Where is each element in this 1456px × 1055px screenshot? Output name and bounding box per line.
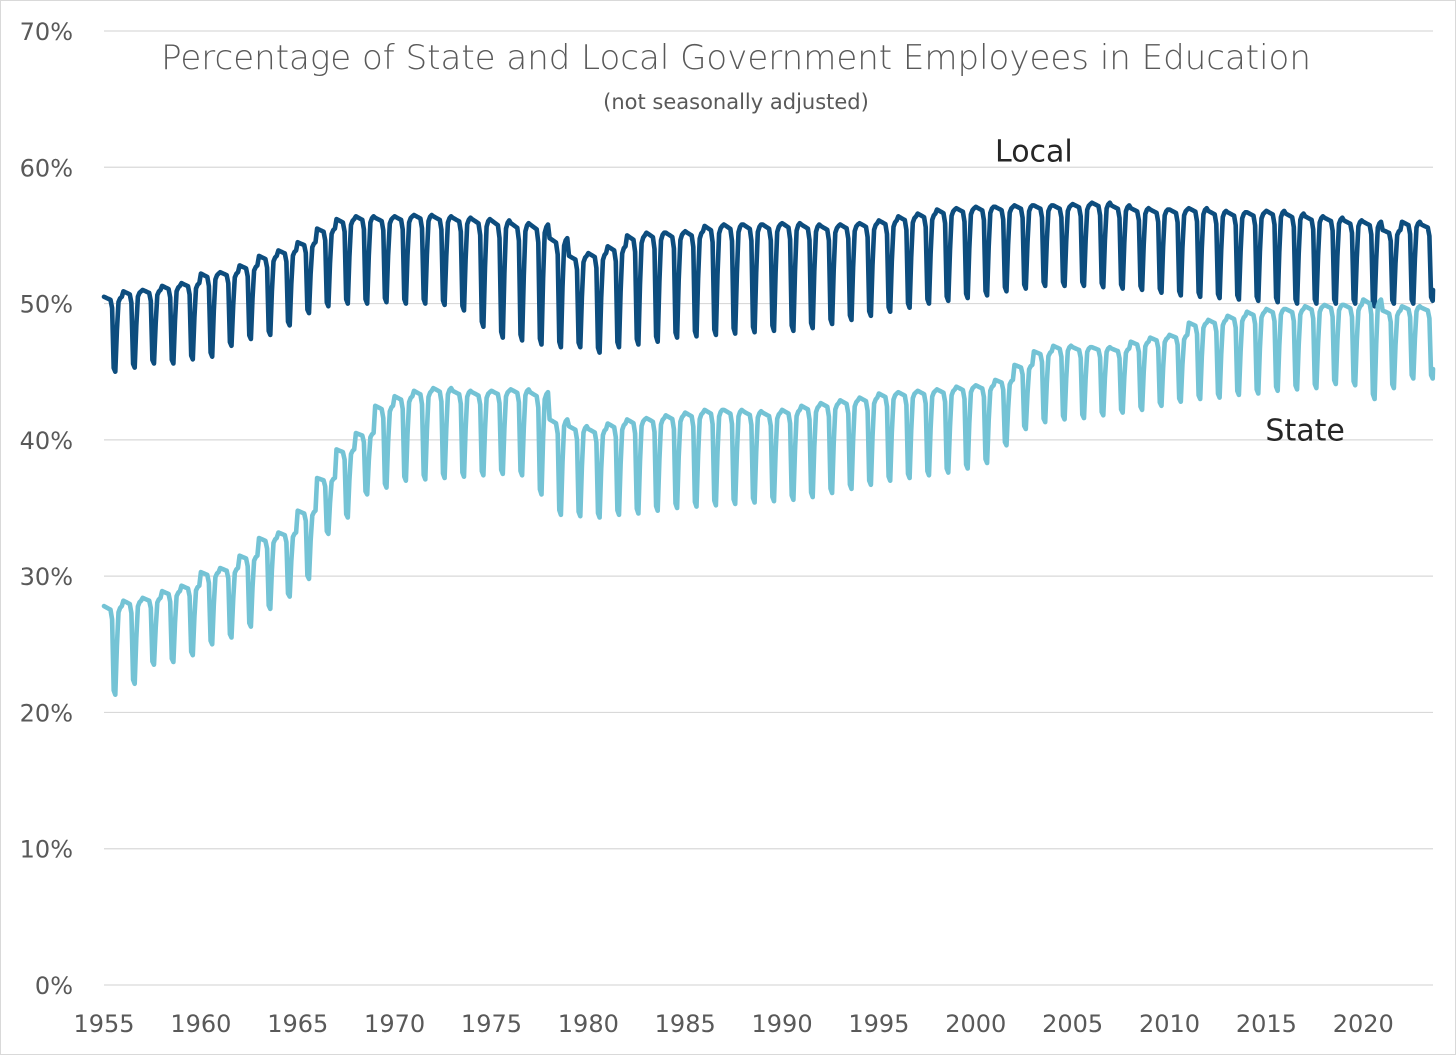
chart-title: Percentage of State and Local Government… xyxy=(161,38,1311,78)
y-axis-tick-labels: 0% 10% 20% 30% 40% 50% 60% 70% xyxy=(20,18,73,1000)
y-tick-label: 0% xyxy=(35,972,73,1000)
y-tick-label: 50% xyxy=(20,291,73,319)
x-tick-label: 1965 xyxy=(267,1010,328,1038)
y-tick-label: 10% xyxy=(20,836,73,864)
x-tick-label: 1995 xyxy=(848,1010,909,1038)
chart-subtitle: (not seasonally adjusted) xyxy=(603,90,869,114)
x-tick-label: 2020 xyxy=(1333,1010,1394,1038)
series-line-local xyxy=(101,200,1436,375)
x-tick-label: 2015 xyxy=(1236,1010,1297,1038)
x-tick-label: 2005 xyxy=(1042,1010,1103,1038)
x-tick-label: 1955 xyxy=(73,1010,134,1038)
x-tick-label: 1970 xyxy=(364,1010,425,1038)
x-tick-label: 1990 xyxy=(752,1010,813,1038)
x-tick-label: 2000 xyxy=(945,1010,1006,1038)
x-tick-label: 2010 xyxy=(1139,1010,1200,1038)
series-line-state xyxy=(101,297,1436,698)
series-lines xyxy=(101,200,1436,698)
series-label-local: Local xyxy=(995,134,1073,169)
x-tick-label: 1980 xyxy=(558,1010,619,1038)
y-tick-label: 30% xyxy=(20,563,73,591)
gridlines xyxy=(104,30,1433,986)
y-tick-label: 20% xyxy=(20,699,73,727)
series-labels: Local State xyxy=(995,134,1345,448)
x-tick-label: 1960 xyxy=(170,1010,231,1038)
x-tick-label: 1975 xyxy=(461,1010,522,1038)
x-axis-tick-labels: 1955 1960 1965 1970 1975 1980 1985 1990 1995 2000… xyxy=(73,1010,1393,1038)
series-label-state: State xyxy=(1265,414,1344,449)
x-tick-label: 1985 xyxy=(655,1010,716,1038)
y-tick-label: 40% xyxy=(20,427,73,455)
y-tick-label: 60% xyxy=(20,154,73,182)
y-tick-label: 70% xyxy=(20,18,73,46)
